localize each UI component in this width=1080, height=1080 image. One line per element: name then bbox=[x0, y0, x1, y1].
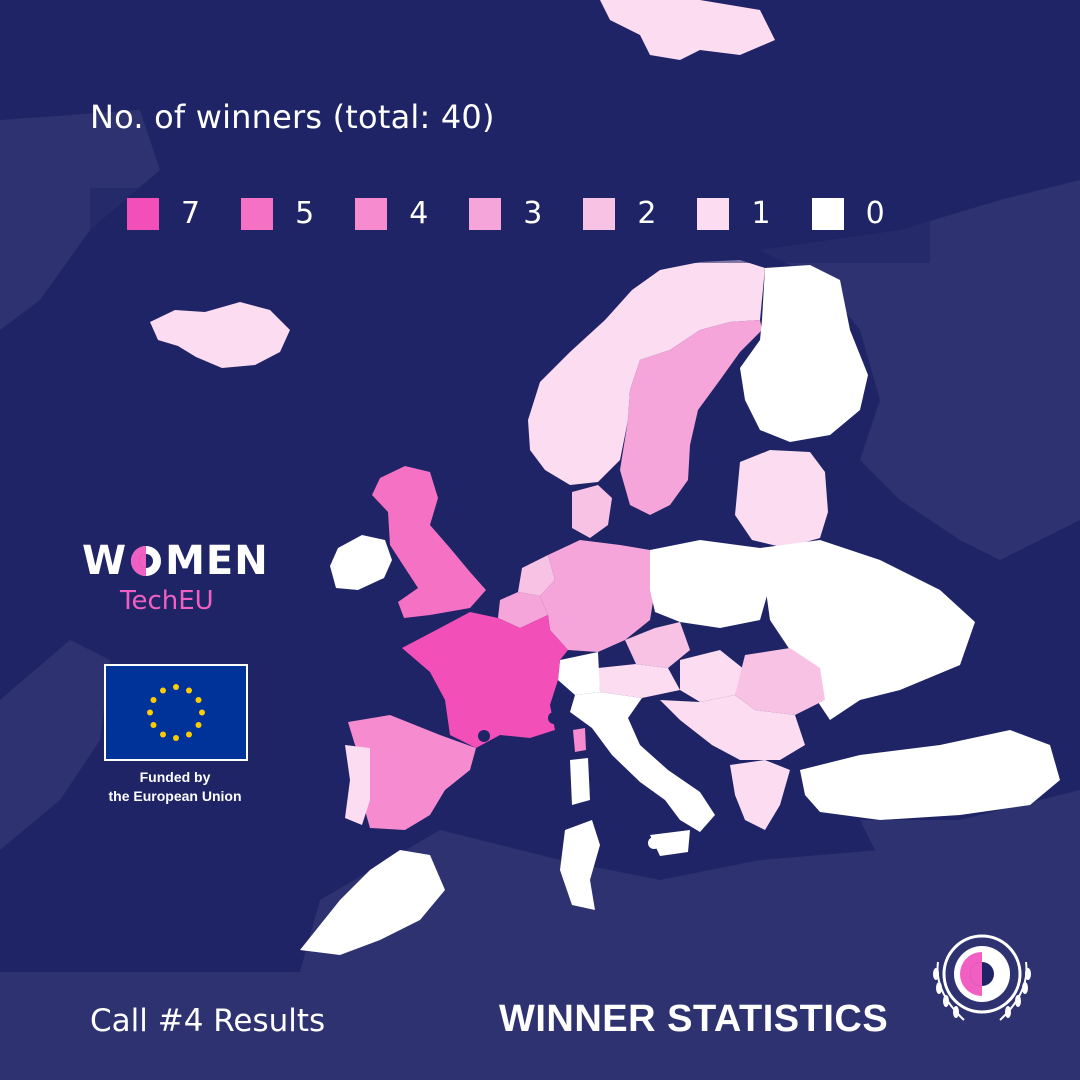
country-turkey bbox=[800, 730, 1060, 820]
eu-flag bbox=[104, 664, 248, 761]
country-france bbox=[402, 612, 568, 748]
dot-andorra bbox=[478, 730, 490, 742]
logo-word-end: MEN bbox=[165, 538, 269, 584]
footer-heading: WINNER STATISTICS bbox=[499, 998, 889, 1040]
country-austria bbox=[598, 664, 680, 698]
country-denmark bbox=[572, 485, 612, 538]
legend-label: 2 bbox=[637, 196, 657, 231]
country-spain bbox=[348, 715, 476, 830]
map-title: No. of winners (total: 40) bbox=[90, 98, 495, 136]
legend: 7 5 4 3 2 1 0 bbox=[127, 196, 885, 231]
country-ireland bbox=[330, 535, 392, 590]
legend-label: 7 bbox=[181, 196, 201, 231]
footer-call-label: Call #4 Results bbox=[90, 1003, 326, 1039]
island-corsica bbox=[573, 728, 586, 752]
island-sardinia bbox=[570, 758, 590, 805]
country-sweden bbox=[620, 320, 762, 515]
country-poland bbox=[650, 540, 770, 628]
country-tunisia bbox=[560, 820, 600, 910]
legend-item: 7 bbox=[127, 196, 200, 231]
logo-o-icon bbox=[131, 546, 162, 576]
island-sicily bbox=[650, 830, 690, 856]
legend-swatch bbox=[241, 197, 274, 230]
legend-item: 0 bbox=[811, 196, 885, 231]
legend-swatch bbox=[469, 197, 502, 230]
region-balkans bbox=[660, 695, 805, 760]
svalbard-land bbox=[600, 0, 775, 60]
country-uk bbox=[372, 466, 486, 618]
country-switzerland bbox=[558, 652, 600, 695]
outside-land bbox=[0, 110, 1080, 972]
legend-swatch bbox=[697, 197, 730, 230]
legend-label: 3 bbox=[523, 196, 543, 231]
women-techeu-logo: W MEN TechEU bbox=[82, 538, 282, 616]
legend-label: 1 bbox=[751, 196, 771, 231]
country-czechia bbox=[625, 622, 690, 668]
eu-caption-line1: Funded by bbox=[139, 769, 211, 785]
dot-monaco bbox=[548, 712, 560, 724]
country-hungary bbox=[680, 650, 745, 702]
legend-label: 5 bbox=[295, 196, 315, 231]
country-germany bbox=[540, 540, 655, 652]
country-norway bbox=[528, 260, 765, 485]
country-netherlands bbox=[518, 555, 555, 596]
country-belgium bbox=[498, 592, 548, 628]
dot-malta bbox=[648, 837, 660, 849]
legend-item: 4 bbox=[355, 196, 428, 231]
region-north-africa bbox=[300, 850, 445, 955]
footer-bar bbox=[0, 972, 1080, 1080]
legend-item: 3 bbox=[469, 196, 542, 231]
legend-item: 5 bbox=[241, 196, 314, 231]
country-italy bbox=[570, 692, 715, 832]
region-baltics bbox=[735, 450, 828, 548]
country-greece bbox=[730, 760, 790, 830]
logo-wordmark: W MEN bbox=[82, 538, 282, 584]
country-romania bbox=[735, 648, 825, 715]
legend-label: 4 bbox=[409, 196, 429, 231]
country-finland bbox=[740, 265, 868, 442]
legend-swatch bbox=[583, 197, 616, 230]
laurel-badge-icon bbox=[933, 934, 1031, 1021]
legend-swatch bbox=[811, 197, 844, 230]
legend-swatch bbox=[127, 197, 159, 230]
eu-caption: Funded by the European Union bbox=[80, 768, 270, 806]
legend-swatch bbox=[355, 197, 388, 230]
legend-backdrop bbox=[90, 188, 930, 263]
logo-subtitle: TechEU bbox=[120, 586, 214, 616]
legend-item: 1 bbox=[697, 196, 771, 231]
country-portugal bbox=[345, 745, 370, 825]
eu-stars bbox=[147, 684, 205, 741]
logo-word-start: W bbox=[82, 538, 128, 584]
country-iceland bbox=[150, 302, 290, 368]
legend-label: 0 bbox=[865, 196, 885, 231]
legend-item: 2 bbox=[583, 196, 656, 231]
eu-caption-line2: the European Union bbox=[108, 788, 242, 804]
